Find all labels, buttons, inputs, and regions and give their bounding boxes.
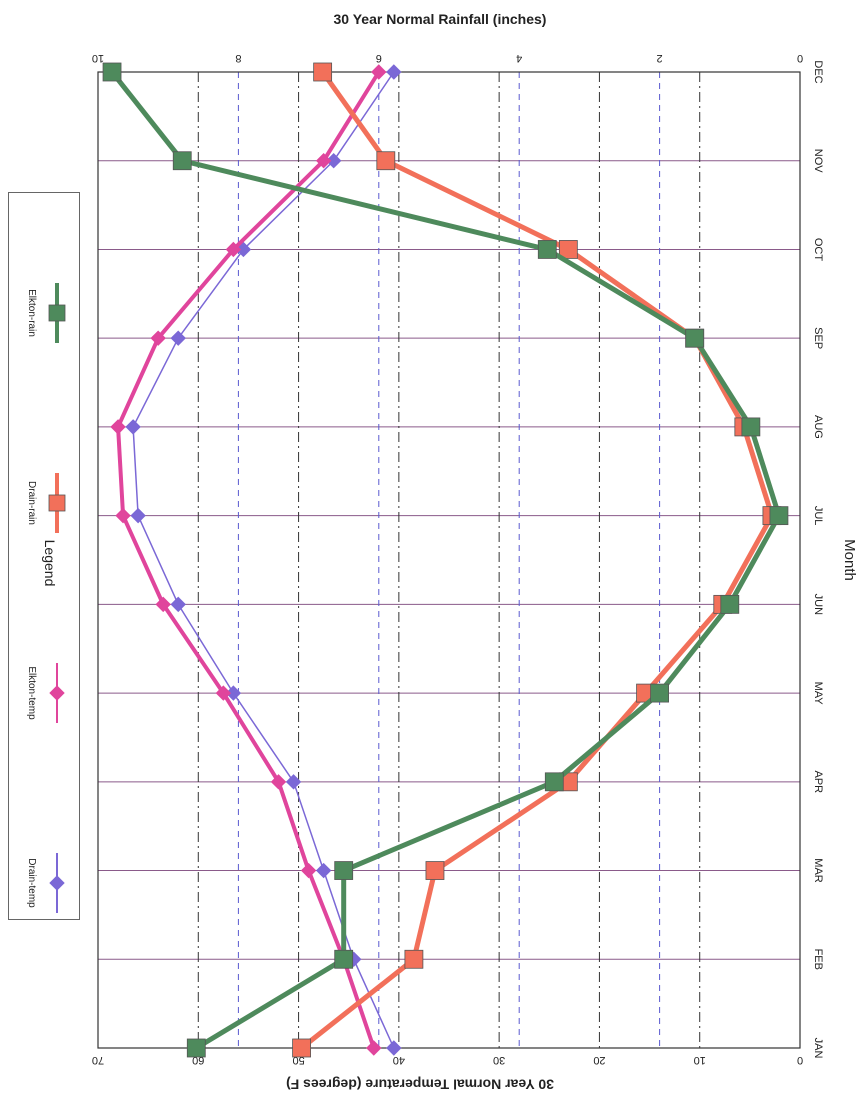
data-point [170,596,186,613]
temp-axis-label: 30 Year Normal Temperature (degrees F) [286,1076,554,1092]
data-point [125,419,141,435]
rain-tick-label: 8 [235,52,241,64]
legend-item: Elkton-rain [26,283,66,343]
axis-labels: JAN FEB MAR APR MAY JUN JUL AUG SEP OCT NOV DEC Mont… [92,11,856,1092]
data-point [225,241,242,258]
month-tick-label: DEC [812,60,824,83]
series-drain-temp [125,64,402,1056]
series-elkton-rain [102,62,789,1058]
series-line [110,70,782,1051]
data-point [102,62,122,82]
data-point [300,862,317,879]
data-point [115,507,131,524]
temp-tick-label: 20 [593,1054,605,1066]
data-point [425,861,445,880]
legend-label: Elkton-temp [26,666,37,720]
plot-frame [97,71,801,1049]
legend-item: Elkton-temp [26,663,65,723]
data-point [650,683,669,703]
legend-items: Legend Drain-temp Elkton-temp Drain-rain Elk… [26,283,66,913]
data-point [376,151,396,171]
month-tick-label: OCT [812,238,824,261]
legend-label: Drain-temp [26,858,37,908]
data-point [334,949,354,969]
data-point [315,862,332,879]
month-tick-label: MAY [812,682,824,706]
series-line [300,70,775,1050]
x-axis-label: Month [841,539,856,581]
legend: Legend Drain-temp Elkton-temp Drain-rain Elk… [8,192,80,920]
temp-tick-label: 0 [797,1054,803,1066]
data-point [371,64,387,80]
data-point [270,774,287,790]
data-point [769,506,789,526]
rain-tick-label: 2 [657,52,663,64]
legend-marker [48,494,66,512]
data-point [720,594,740,614]
data-point [150,330,166,346]
series-line [132,71,395,1049]
data-point [315,153,332,169]
rain-tick-label: 6 [376,52,382,64]
legend-item: Drain-temp [26,853,65,913]
data-point [285,774,302,790]
temp-tick-label: 70 [92,1054,104,1066]
data-point [741,417,761,437]
data-point [292,1038,311,1058]
month-tick-label: JUL [812,506,824,526]
data-point [544,772,564,792]
month-tick-label: JUN [812,594,824,615]
rain-tick-label: 0 [797,52,803,64]
series-line [116,70,381,1049]
month-tick-label: NOV [812,149,824,174]
legend-label: Drain-rain [26,481,37,525]
chart-title: 30 Year Normal Rainfall (inches) [334,11,547,27]
month-tick-label: APR [812,771,824,794]
month-tick-label: JAN [812,1038,824,1059]
data-point [334,861,354,880]
grid-lines [97,71,801,1049]
rain-tick-label: 10 [92,52,104,64]
temp-tick-label: 50 [292,1054,304,1066]
temp-tick-label: 10 [694,1054,706,1066]
data-point [186,1038,206,1058]
temp-tick-label: 60 [192,1054,204,1066]
data-point [386,1040,402,1056]
month-tick-label: AUG [812,415,824,439]
month-tick-label: SEP [812,327,824,349]
data-point [172,151,192,171]
data-point [537,240,557,259]
temp-tick-label: 30 [493,1054,505,1066]
legend-title: Legend [42,540,58,587]
month-tick-label: FEB [812,949,824,970]
series-layer [102,62,789,1058]
month-tick-label: MAR [812,858,824,883]
series-drain-rain [292,62,782,1058]
data-point [386,64,402,80]
legend-marker [49,685,65,701]
legend-label: Elkton-rain [26,289,37,337]
data-point [110,419,126,435]
data-point [313,62,333,82]
temp-tick-label: 40 [393,1054,405,1066]
data-point [366,1040,382,1056]
data-point [170,330,186,346]
legend-item: Drain-rain [26,473,66,533]
legend-marker [48,304,66,322]
legend-marker [49,875,65,891]
data-point [155,596,171,613]
rain-tick-label: 4 [516,52,522,64]
data-point [130,507,146,524]
data-point [558,240,578,259]
data-point [404,949,424,969]
data-point [215,685,232,701]
data-point [685,328,705,348]
